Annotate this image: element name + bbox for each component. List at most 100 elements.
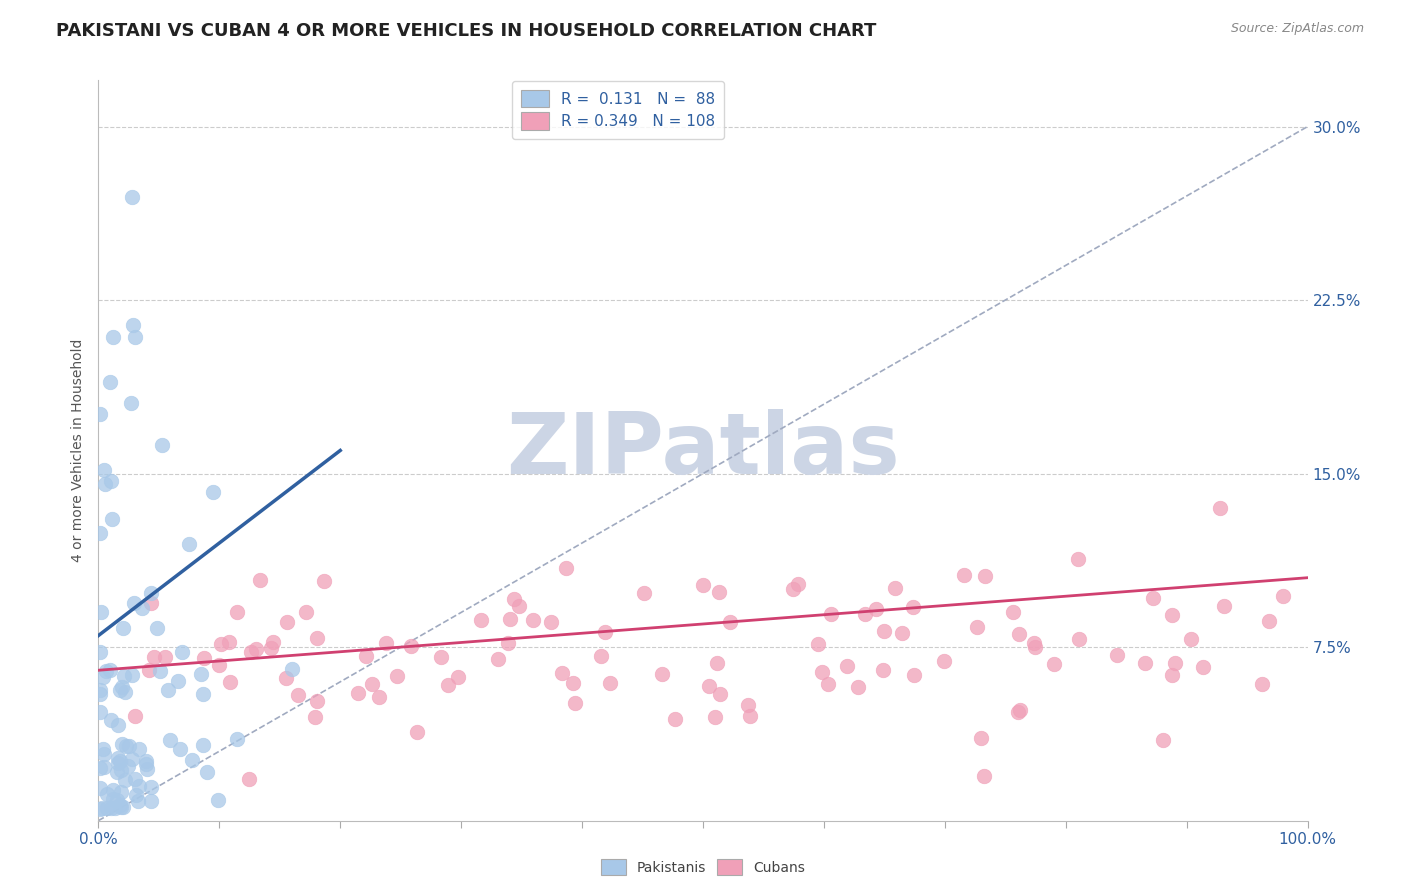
Legend: Pakistanis, Cubans: Pakistanis, Cubans: [595, 854, 811, 880]
Point: [110, 737, 132, 751]
Point: [135, 754, 157, 768]
Text: PAKISTANI VS CUBAN 4 OR MORE VEHICLES IN HOUSEHOLD CORRELATION CHART: PAKISTANI VS CUBAN 4 OR MORE VEHICLES IN…: [56, 22, 876, 40]
Point: [551, 666, 574, 681]
Point: [245, 641, 267, 656]
Point: [105, 764, 128, 779]
Point: [786, 576, 808, 591]
Point: [89, 705, 111, 719]
Point: [121, 189, 143, 203]
Point: [307, 631, 329, 645]
Point: [522, 613, 544, 627]
Point: [503, 592, 526, 607]
Point: [121, 668, 143, 682]
Point: [207, 793, 229, 807]
Point: [1250, 676, 1272, 690]
Point: [664, 712, 686, 726]
Point: [226, 731, 249, 746]
Point: [1008, 627, 1031, 641]
Point: [1024, 640, 1046, 654]
Point: [121, 752, 143, 766]
Point: [91, 741, 114, 756]
Point: [1043, 657, 1066, 671]
Point: [835, 658, 858, 673]
Point: [540, 615, 562, 629]
Point: [1142, 591, 1164, 605]
Point: [820, 607, 842, 621]
Point: [891, 626, 914, 640]
Point: [190, 667, 212, 681]
Point: [720, 615, 742, 630]
Point: [96, 801, 118, 815]
Point: [112, 669, 135, 683]
Point: [138, 663, 160, 677]
Point: [1069, 632, 1091, 647]
Legend: R =  0.131   N =  88, R = 0.349   N = 108: R = 0.131 N = 88, R = 0.349 N = 108: [512, 80, 724, 139]
Point: [208, 658, 231, 673]
Point: [430, 650, 453, 665]
Point: [115, 739, 138, 754]
Point: [89, 802, 111, 816]
Point: [114, 684, 136, 698]
Point: [294, 605, 316, 619]
Point: [347, 686, 370, 700]
Point: [156, 682, 179, 697]
Point: [238, 772, 260, 787]
Point: [865, 602, 887, 616]
Point: [110, 785, 132, 799]
Point: [127, 793, 149, 807]
Point: [1160, 668, 1182, 682]
Point: [1152, 733, 1174, 747]
Point: [111, 680, 134, 694]
Point: [159, 732, 181, 747]
Point: [953, 568, 976, 582]
Point: [872, 663, 894, 677]
Point: [122, 596, 145, 610]
Text: Source: ZipAtlas.com: Source: ZipAtlas.com: [1230, 22, 1364, 36]
Point: [112, 621, 135, 635]
Point: [149, 664, 172, 678]
Point: [1209, 500, 1232, 515]
Point: [89, 407, 111, 421]
Point: [93, 747, 115, 762]
Point: [195, 764, 218, 779]
Point: [131, 601, 153, 615]
Point: [368, 690, 391, 704]
Point: [737, 698, 759, 712]
Point: [249, 573, 271, 587]
Point: [307, 694, 329, 708]
Point: [499, 612, 522, 626]
Point: [172, 645, 194, 659]
Point: [312, 574, 335, 588]
Point: [280, 662, 302, 676]
Point: [437, 678, 460, 692]
Point: [970, 731, 993, 745]
Point: [118, 739, 141, 753]
Point: [191, 738, 214, 752]
Point: [399, 640, 422, 654]
Point: [1067, 551, 1090, 566]
Point: [1212, 599, 1234, 614]
Point: [304, 710, 326, 724]
Point: [135, 757, 157, 772]
Point: [1180, 632, 1202, 647]
Point: [89, 645, 111, 659]
Text: ZIPatlas: ZIPatlas: [506, 409, 900, 492]
Point: [146, 621, 169, 635]
Point: [111, 800, 134, 814]
Point: [932, 655, 955, 669]
Point: [94, 664, 117, 678]
Point: [706, 657, 728, 671]
Point: [260, 640, 283, 655]
Point: [93, 463, 115, 477]
Point: [122, 318, 145, 332]
Point: [1105, 648, 1128, 662]
Point: [406, 725, 429, 739]
Point: [470, 613, 492, 627]
Point: [169, 742, 191, 756]
Point: [117, 759, 139, 773]
Point: [128, 779, 150, 793]
Point: [1161, 607, 1184, 622]
Point: [114, 773, 136, 788]
Point: [709, 687, 731, 701]
Point: [110, 763, 132, 777]
